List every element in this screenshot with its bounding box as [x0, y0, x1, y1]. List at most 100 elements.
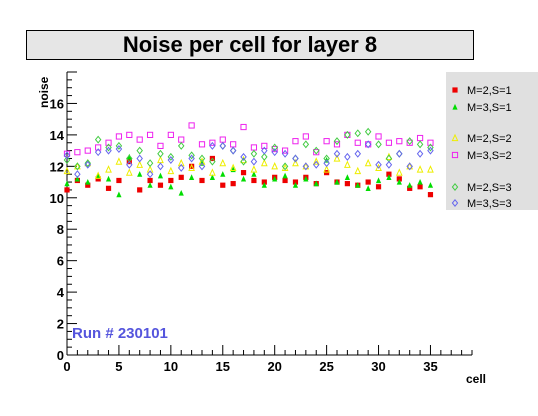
legend-label: M=3,S=1: [467, 102, 512, 114]
data-point: [333, 149, 341, 158]
data-point: [250, 157, 258, 166]
data-point: [209, 168, 216, 176]
data-point: [240, 123, 247, 131]
data-point: [177, 163, 185, 172]
data-point: [146, 131, 154, 138]
data-point: [240, 157, 247, 166]
data-point: [157, 172, 164, 179]
data-point: [313, 180, 319, 187]
data-point: [416, 134, 424, 142]
data-point: [364, 158, 372, 167]
data-point: [323, 159, 330, 168]
data-point: [178, 189, 184, 196]
data-point: [94, 135, 102, 144]
data-point: [167, 152, 175, 161]
data-point: [344, 160, 351, 168]
data-point: [105, 139, 112, 146]
data-point: [354, 139, 361, 146]
data-point: [229, 163, 237, 172]
data-point: [261, 146, 268, 155]
x-tick-label: 0: [63, 359, 70, 374]
data-point: [364, 127, 372, 136]
data-point: [115, 145, 123, 154]
data-point: [167, 131, 174, 138]
data-point: [167, 166, 175, 175]
data-point: [281, 149, 289, 158]
data-point: [416, 140, 424, 149]
legend-label: M=2,S=3: [467, 182, 512, 194]
data-point: [157, 182, 164, 188]
data-point: [375, 140, 382, 149]
data-point: [344, 181, 350, 187]
data-point: [406, 162, 413, 171]
data-point: [250, 165, 258, 173]
data-point: [240, 175, 247, 182]
data-point: [407, 185, 413, 191]
data-point: [323, 165, 330, 173]
data-point: [312, 157, 320, 165]
data-point: [147, 182, 153, 188]
data-point: [188, 151, 195, 160]
data-point: [385, 160, 393, 169]
y-tick-label: 6: [57, 254, 64, 269]
data-point: [189, 163, 195, 169]
data-point: [240, 152, 247, 161]
data-point: [95, 172, 101, 179]
data-point: [95, 144, 102, 151]
data-point: [272, 175, 278, 182]
run-annotation: Run # 230101: [72, 325, 168, 342]
data-point: [168, 183, 174, 190]
x-tick-label: 30: [371, 359, 385, 374]
data-point: [427, 165, 434, 173]
y-tick-label: 4: [57, 285, 65, 300]
y-tick-label: 0: [57, 348, 64, 363]
data-point: [178, 136, 185, 143]
legend-label: M=2,S=1: [467, 85, 512, 97]
data-point: [85, 182, 91, 188]
data-point: [416, 165, 424, 173]
data-point: [386, 171, 392, 177]
data-point: [281, 162, 289, 171]
data-point: [177, 158, 185, 167]
data-point: [344, 131, 351, 138]
data-point: [136, 154, 143, 163]
data-point: [74, 162, 81, 171]
data-point: [250, 144, 258, 151]
data-point: [199, 177, 205, 184]
data-point: [105, 146, 112, 155]
legend-marker: [451, 183, 459, 191]
y-tick-label: 8: [57, 222, 64, 237]
data-point: [261, 142, 268, 149]
data-point: [302, 162, 310, 171]
data-point: [209, 157, 216, 166]
data-point: [406, 139, 413, 146]
data-point: [219, 141, 227, 150]
data-point: [313, 149, 320, 156]
data-point: [136, 136, 143, 143]
data-point: [188, 122, 195, 129]
data-point: [74, 149, 81, 156]
data-point: [229, 146, 237, 155]
data-point: [333, 141, 341, 148]
data-point: [302, 140, 310, 149]
data-point: [282, 177, 288, 184]
data-point: [209, 141, 216, 150]
data-point: [209, 139, 216, 146]
data-point: [188, 163, 195, 172]
legend-label: M=2,S=2: [467, 133, 512, 145]
data-point: [344, 152, 351, 161]
data-point: [147, 177, 153, 184]
data-point: [209, 174, 215, 180]
data-point: [271, 145, 278, 153]
data-point: [94, 171, 102, 179]
data-point: [396, 149, 403, 158]
data-point: [198, 157, 206, 165]
data-point: [354, 129, 362, 138]
data-point: [189, 174, 195, 180]
y-tick-label: 16: [50, 96, 64, 111]
y-tick-label: 14: [50, 128, 65, 143]
data-point: [126, 131, 133, 138]
data-point: [220, 182, 226, 188]
data-point: [375, 177, 382, 184]
